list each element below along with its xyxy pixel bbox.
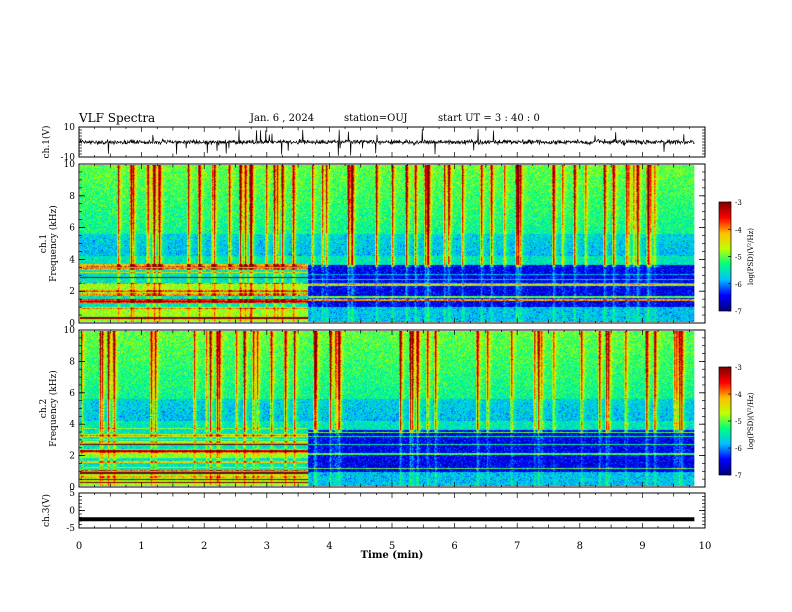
y-tick-label: 0: [69, 319, 75, 329]
x-tick-label: 0: [76, 541, 82, 552]
x-tick-label: 5: [389, 541, 395, 552]
ch1-waveform-ylabel: ch.1(V): [41, 126, 52, 159]
ch1-colorbar-tick-label: -7: [735, 308, 742, 316]
y-tick-label: 10: [64, 123, 76, 133]
y-tick-label: 2: [69, 452, 75, 462]
x-tick-label: 2: [201, 541, 207, 552]
ch1-colorbar-tick-label: -4: [735, 226, 742, 234]
x-tick-label: 8: [577, 541, 583, 552]
ch3-waveform-ylabel: ch.3(V): [41, 494, 52, 527]
ch2-colorbar-tick-label: -4: [735, 391, 742, 399]
panel-frame-4: [78, 492, 706, 529]
ch2-colorbar-tick-label: -6: [735, 445, 742, 453]
ch2-colorbar-label: log(PSD)(V²/Hz): [747, 392, 755, 449]
y-tick-label: 8: [69, 192, 75, 202]
x-tick-label: 1: [138, 541, 144, 552]
date-label: Jan. 6 , 2024: [250, 113, 315, 124]
y-tick-label: 0: [69, 507, 75, 517]
y-tick-label: 2: [69, 287, 75, 297]
x-tick-label: 6: [451, 541, 457, 552]
y-tick-label: 10: [64, 326, 76, 336]
y-tick-label: -5: [66, 524, 75, 534]
y-tick-label: -10: [61, 153, 76, 163]
ch2-colorbar-tick-label: -7: [735, 472, 742, 480]
ch1-colorbar-tick-label: -5: [735, 254, 742, 262]
y-tick-label: 10: [64, 160, 76, 170]
x-tick-label: 7: [514, 541, 520, 552]
y-tick-label: 0: [69, 483, 75, 493]
x-tick-label: 3: [264, 541, 270, 552]
y-tick-label: 6: [69, 224, 75, 234]
ch1-waveform-line: [78, 128, 695, 156]
x-axis-label: Time (min): [361, 550, 424, 561]
y-tick-label: 5: [69, 489, 75, 499]
ch1-spectrogram-ylabel-freq: Frequency (kHz): [48, 205, 59, 282]
x-tick-label: 4: [326, 541, 332, 552]
ch1-colorbar-tick-label: -3: [735, 199, 742, 207]
y-tick-label: 4: [69, 255, 75, 265]
start-ut-label: start UT = 3 : 40 : 0: [438, 113, 540, 124]
ch1-colorbar-label: log(PSD)(V²/Hz): [747, 228, 755, 285]
x-tick-label: 10: [699, 541, 712, 552]
ch2-spectrogram-image: [80, 331, 695, 486]
x-tick-label: 9: [639, 541, 645, 552]
ch2-spectrogram-ylabel-channel: ch.2: [39, 399, 49, 418]
ch1-spectrogram-ylabel-channel: ch.1: [39, 234, 49, 253]
chart-title: VLF Spectra: [79, 111, 156, 125]
y-tick-label: 8: [69, 357, 75, 367]
station-label: station=OUJ: [344, 113, 408, 124]
y-tick-label: 4: [69, 420, 75, 430]
ch2-colorbar-tick-label: -5: [735, 418, 742, 426]
y-tick-label: 6: [69, 389, 75, 399]
ch1-colorbar-tick-label: -6: [735, 281, 742, 289]
ch2-spectrogram-ylabel-freq: Frequency (kHz): [48, 370, 59, 447]
ch1-spectrogram-image: [80, 165, 695, 322]
ch2-colorbar-tick-label: -3: [735, 364, 742, 372]
